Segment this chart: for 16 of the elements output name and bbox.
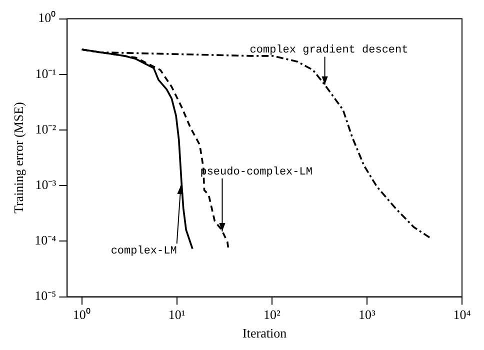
x-tick-label: 10²	[263, 307, 280, 322]
x-tick-label: 10³	[358, 307, 376, 322]
y-axis-title: Training error (MSE)	[11, 102, 26, 214]
y-tick-label: 10⁻²	[35, 121, 56, 136]
annotation: complex gradient descent	[250, 44, 408, 57]
y-tick-label: 10⁻⁴	[34, 232, 57, 248]
y-tick-label: 10⁻¹	[35, 66, 56, 81]
annotation: complex-LM	[110, 246, 177, 258]
y-tick-label: 10⁰	[38, 10, 56, 26]
x-tick-label: 10⁴	[453, 307, 472, 322]
y-tick-label: 10⁻⁵	[34, 288, 56, 304]
y-tick-label: 10⁻³	[35, 177, 56, 192]
x-axis-title: Iteration	[242, 326, 288, 341]
annotation: pseudo-complex-LM	[200, 166, 312, 178]
x-tick-label: 10¹	[168, 307, 186, 322]
x-tick-label: 10⁰	[72, 307, 91, 322]
